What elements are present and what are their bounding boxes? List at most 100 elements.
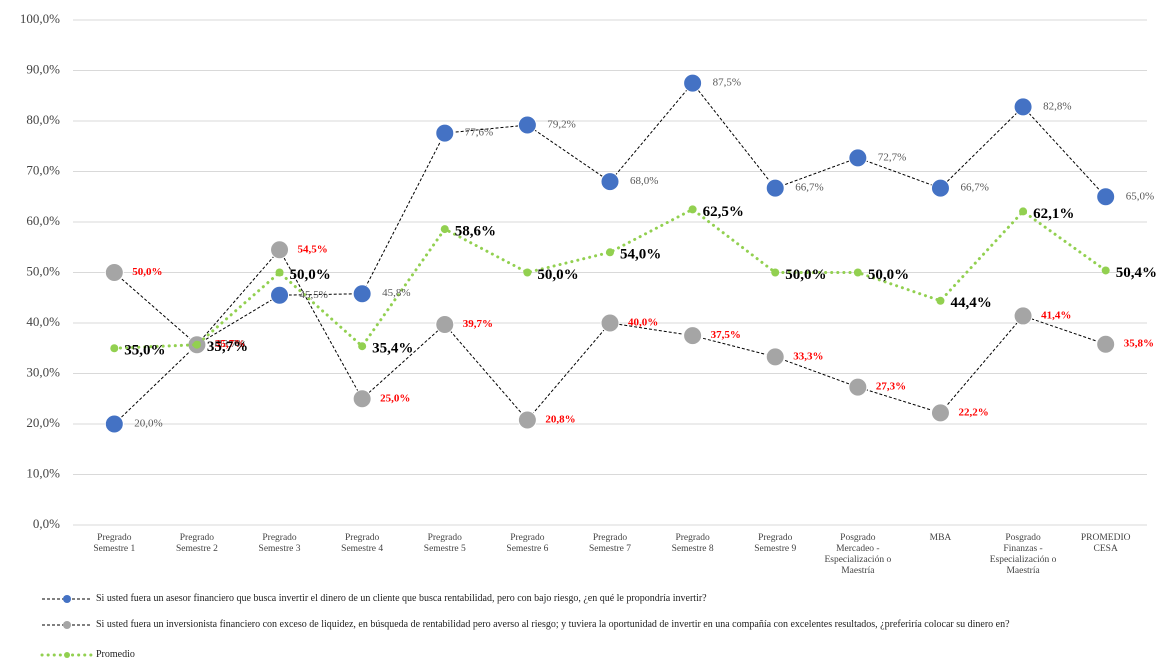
- data-label: 58,6%: [455, 224, 496, 240]
- data-point: [771, 268, 780, 277]
- data-label: 66,7%: [960, 182, 988, 194]
- data-label: 50,0%: [132, 266, 162, 278]
- data-point: [352, 284, 372, 304]
- data-point: [358, 342, 367, 351]
- data-point: [600, 313, 620, 333]
- data-label: 65,0%: [1126, 190, 1154, 202]
- data-point: [1013, 306, 1033, 326]
- data-label: 45,5%: [300, 289, 328, 301]
- data-point: [1096, 187, 1116, 207]
- x-tick-label: Pregrado: [97, 533, 132, 543]
- x-tick-label: Finanzas -: [1003, 544, 1042, 554]
- data-label: 35,7%: [217, 338, 245, 350]
- x-tick-label: Pregrado: [593, 533, 628, 543]
- legend-entry: Si usted fuera un asesor financiero que …: [96, 593, 707, 604]
- x-tick-label: Maestría: [841, 566, 875, 576]
- data-label: 35,4%: [372, 341, 413, 357]
- data-point: [440, 225, 449, 234]
- data-point: [683, 73, 703, 93]
- data-point: [104, 263, 124, 282]
- x-tick-label: Pregrado: [428, 533, 463, 543]
- x-tick-label: Especialización o: [824, 555, 891, 565]
- legend-swatch-marker: [63, 595, 71, 603]
- data-point: [1019, 207, 1028, 216]
- data-label: 45,8%: [382, 287, 410, 299]
- data-label: 68,0%: [630, 175, 658, 187]
- data-point: [606, 248, 614, 257]
- x-tick-label: Semestre 4: [341, 544, 383, 554]
- data-label: 41,4%: [1041, 309, 1071, 321]
- data-label: 82,8%: [1043, 100, 1071, 112]
- data-point: [765, 178, 785, 198]
- x-tick-label: Posgrado: [840, 533, 876, 543]
- data-label: 54,5%: [298, 243, 328, 255]
- data-label: 62,5%: [703, 204, 744, 220]
- data-point: [435, 315, 455, 335]
- x-tick-label: Pregrado: [758, 533, 793, 543]
- data-label: 20,0%: [134, 418, 162, 430]
- data-point: [1013, 97, 1033, 117]
- data-label: 37,5%: [711, 329, 741, 341]
- data-point: [517, 115, 537, 135]
- data-label: 50,0%: [290, 267, 331, 283]
- data-label: 50,4%: [1116, 265, 1157, 281]
- y-tick-label: 60,0%: [26, 213, 60, 228]
- data-label: 39,7%: [463, 318, 493, 330]
- data-point: [848, 148, 868, 168]
- x-tick-label: Semestre 1: [93, 544, 135, 554]
- data-label: 35,0%: [124, 343, 165, 359]
- data-label: 54,0%: [620, 247, 661, 263]
- data-label: 35,8%: [1124, 338, 1154, 350]
- y-tick-label: 0,0%: [33, 516, 60, 531]
- y-tick-label: 100,0%: [20, 11, 60, 26]
- data-point: [930, 178, 950, 198]
- x-tick-label: Semestre 7: [589, 544, 631, 554]
- data-label: 77,6%: [465, 127, 493, 139]
- y-tick-label: 40,0%: [26, 314, 60, 329]
- data-point: [435, 123, 455, 143]
- legend-entry: Promedio: [96, 649, 135, 660]
- x-tick-label: PROMEDIO: [1081, 533, 1131, 543]
- data-point: [104, 414, 124, 434]
- data-point: [270, 240, 290, 260]
- y-tick-label: 90,0%: [26, 61, 60, 76]
- data-point: [683, 326, 703, 346]
- data-point: [517, 410, 537, 430]
- data-point: [765, 347, 785, 367]
- data-label: 25,0%: [380, 392, 410, 404]
- data-label: 50,0%: [537, 267, 578, 283]
- x-tick-label: Semestre 5: [424, 544, 466, 554]
- data-label: 20,8%: [545, 413, 575, 425]
- y-tick-label: 30,0%: [26, 364, 60, 379]
- y-tick-label: 50,0%: [26, 263, 60, 278]
- y-tick-label: 80,0%: [26, 112, 60, 127]
- x-tick-label: Semestre 8: [672, 544, 714, 554]
- data-label: 66,7%: [795, 182, 823, 194]
- x-tick-label: Pregrado: [510, 533, 545, 543]
- series-line: [113, 248, 1106, 421]
- data-label: 62,1%: [1033, 206, 1074, 222]
- data-point: [352, 389, 372, 409]
- data-point: [688, 205, 697, 214]
- data-point: [930, 403, 950, 423]
- x-tick-label: Maestría: [1006, 566, 1040, 576]
- x-tick-label: MBA: [930, 533, 952, 543]
- data-point: [1096, 334, 1116, 354]
- data-label: 35,7%: [207, 339, 248, 355]
- x-tick-label: Pregrado: [262, 533, 297, 543]
- data-point: [270, 285, 290, 305]
- data-point: [275, 268, 284, 277]
- x-tick-label: Pregrado: [345, 533, 380, 543]
- x-tick-label: Pregrado: [675, 533, 710, 543]
- data-label: 72,7%: [878, 151, 906, 163]
- x-tick-label: CESA: [1094, 544, 1118, 554]
- legend-swatch-marker: [64, 652, 70, 658]
- x-tick-label: Pregrado: [180, 533, 215, 543]
- legend-swatch-marker: [63, 621, 71, 629]
- x-tick-label: Semestre 6: [506, 544, 548, 554]
- data-label: 22,2%: [958, 406, 988, 418]
- y-tick-label: 20,0%: [26, 415, 60, 430]
- data-point: [848, 377, 868, 397]
- data-point: [600, 172, 620, 192]
